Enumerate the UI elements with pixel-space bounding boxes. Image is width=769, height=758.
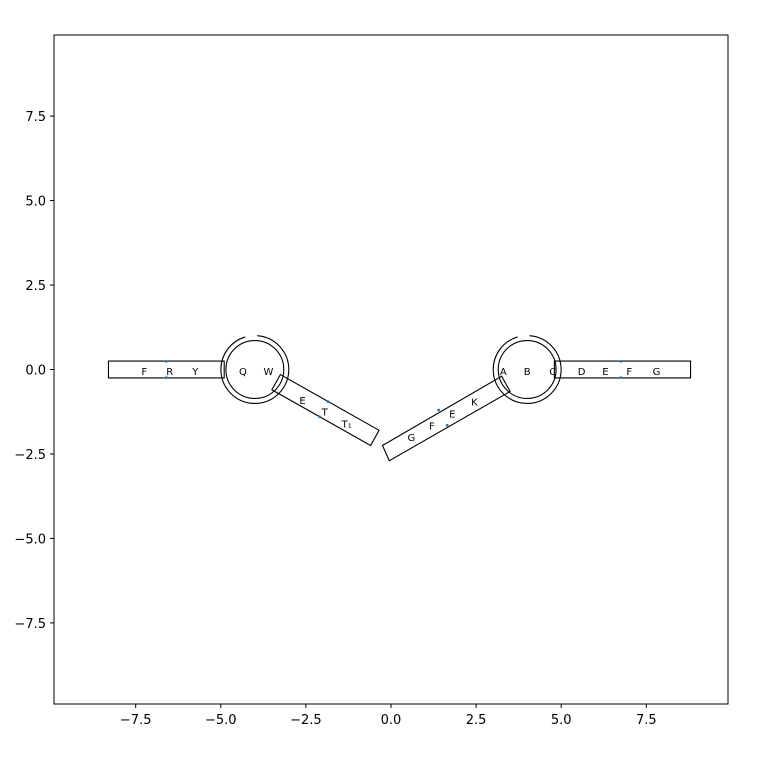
- axes-layer: −7.5 −5.0 −2.5 0.0 2.5 5.0 7.5 −7.5 −5.0 −2.5 0.0 2…: [14, 110, 656, 728]
- left-diagonal-label: T: [321, 408, 329, 419]
- left-marker-point: [326, 400, 330, 403]
- left-stem-label: R: [166, 367, 173, 378]
- left-loop-inner-circle: [225, 340, 285, 399]
- right-diagonal-label: K: [471, 398, 478, 409]
- right-stem-label: F: [626, 367, 632, 378]
- left-marker-point: [164, 376, 168, 380]
- x-tick-label: −5.0: [205, 713, 237, 728]
- x-tick-label: 2.5: [466, 713, 487, 728]
- left-stem-box: [107, 360, 225, 379]
- y-tick-label: −7.5: [14, 617, 46, 632]
- left-diagonal-box: [271, 373, 380, 447]
- right-marker-point: [619, 376, 623, 380]
- right-loop-inner-circle: [497, 340, 557, 399]
- y-tick-label: −5.0: [14, 532, 46, 547]
- right-loop-label: B: [524, 367, 531, 378]
- right-loop-outer-arc: [492, 335, 562, 404]
- left-marker-point: [164, 359, 168, 363]
- shapes-layer: [107, 335, 692, 462]
- right-diagonal-label: G: [408, 433, 416, 444]
- x-tick-label: 0.0: [381, 713, 402, 728]
- right-stem-label: D: [578, 367, 586, 378]
- y-tick-label: 2.5: [25, 279, 46, 294]
- y-tick-label: −2.5: [14, 448, 46, 463]
- y-tick-label: 0.0: [25, 364, 46, 379]
- left-marker-point: [318, 415, 321, 419]
- right-stem-box: [553, 360, 692, 379]
- right-diagonal-label: E: [449, 409, 455, 420]
- right-stem-label: E: [602, 367, 608, 378]
- x-tick-label: 7.5: [636, 713, 657, 728]
- right-stem-label: C: [549, 367, 556, 378]
- left-diagonal-label: T₁: [341, 420, 352, 431]
- left-stem-label: F: [141, 367, 147, 378]
- left-loop-label: W: [264, 367, 274, 378]
- right-marker-point: [619, 359, 623, 363]
- y-tick-label: 5.0: [25, 195, 46, 210]
- x-tick-label: −2.5: [290, 713, 322, 728]
- right-diagonal-box: [381, 375, 511, 462]
- left-diagonal-label: E: [299, 396, 305, 407]
- right-marker-point: [437, 408, 441, 412]
- right-stem-label: G: [653, 367, 661, 378]
- left-loop-outer-arc: [220, 335, 290, 404]
- left-loop-label: Q: [239, 367, 247, 378]
- right-loop-label: A: [500, 367, 507, 378]
- labels-layer: F R Y Q W E T T₁ C D E F G A B K E F G: [141, 359, 661, 444]
- right-marker-point: [445, 423, 449, 427]
- y-tick-label: 7.5: [25, 110, 46, 125]
- right-diagonal-label: F: [429, 421, 435, 432]
- x-tick-label: −7.5: [120, 713, 152, 728]
- left-stem-label: Y: [191, 367, 199, 378]
- x-tick-label: 5.0: [551, 713, 572, 728]
